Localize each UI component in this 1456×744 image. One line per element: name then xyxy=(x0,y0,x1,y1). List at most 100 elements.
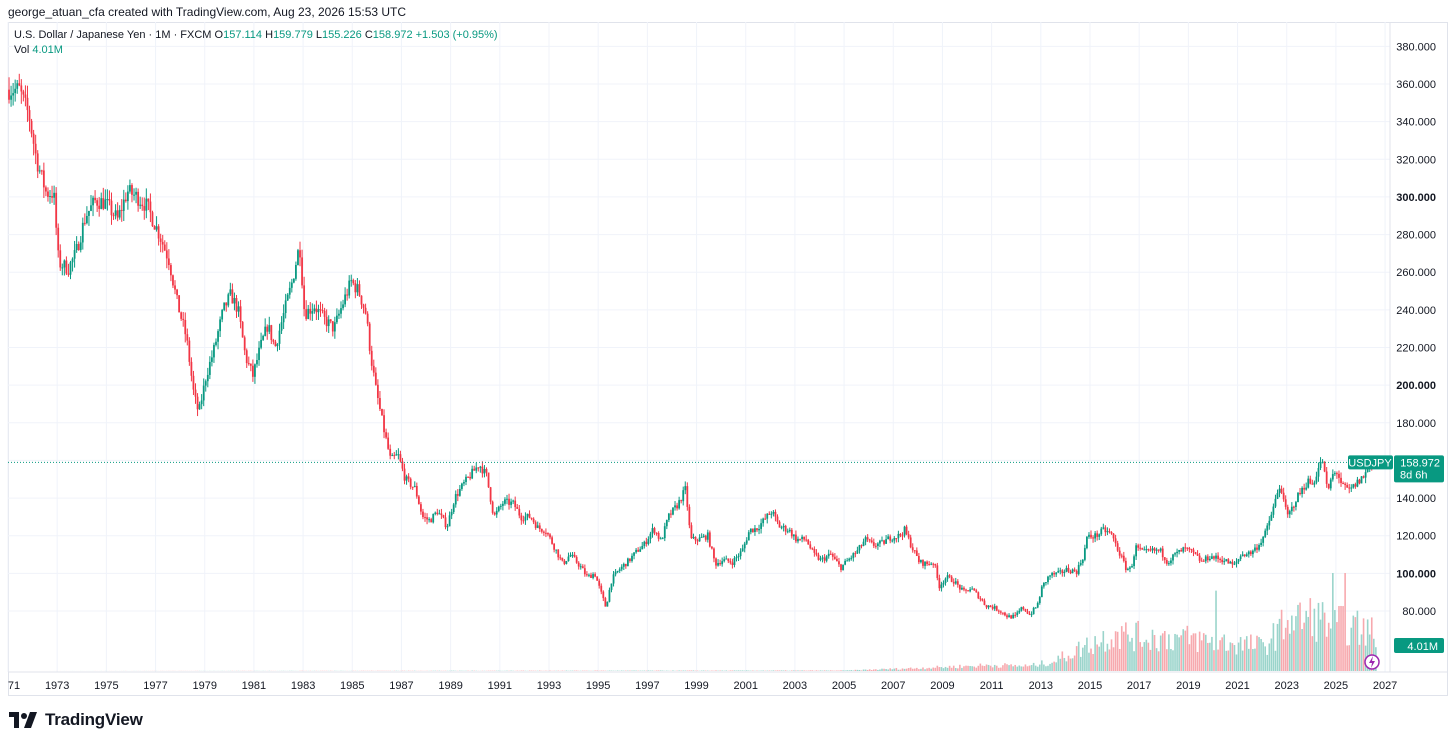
candle-body xyxy=(190,361,193,376)
candle-body xyxy=(829,553,832,555)
volume-bar xyxy=(1018,665,1021,671)
candle-body xyxy=(1096,533,1099,537)
volume-bar xyxy=(889,668,891,671)
volume-bar xyxy=(1317,602,1320,671)
candle-body xyxy=(807,539,810,545)
candle-body xyxy=(1122,555,1125,561)
volume-bar xyxy=(745,670,748,671)
candle-body xyxy=(1145,549,1148,551)
volume-bar xyxy=(1239,637,1242,671)
candle-body xyxy=(999,611,1002,613)
volume-bar xyxy=(870,670,873,671)
volume-bar xyxy=(987,664,990,671)
candle-body xyxy=(98,205,101,209)
volume-bar xyxy=(1063,657,1066,671)
candle-body xyxy=(251,365,254,377)
candle-body xyxy=(561,557,564,561)
candle-body xyxy=(590,574,592,578)
volume-bar xyxy=(936,665,939,671)
candle-body xyxy=(715,558,717,566)
volume-bar xyxy=(895,667,898,671)
volume-bar xyxy=(1303,622,1305,671)
candle-body xyxy=(567,556,570,562)
volume-bar xyxy=(1215,590,1217,671)
candle-body xyxy=(663,526,666,539)
candle-body xyxy=(749,528,752,533)
candle-body xyxy=(256,360,258,365)
volume-bar xyxy=(897,669,900,671)
candle-body xyxy=(815,552,818,555)
volume-bar xyxy=(1223,634,1226,671)
volume-bar xyxy=(1024,664,1027,671)
candle-body xyxy=(881,540,883,542)
candle-body xyxy=(883,540,885,544)
candle-body xyxy=(51,196,53,198)
volume-bar xyxy=(1325,636,1328,671)
price-tick-label: 320.000 xyxy=(1396,154,1436,166)
candle-body xyxy=(1327,483,1330,489)
candle-body xyxy=(180,312,183,319)
candle-body xyxy=(221,309,224,320)
candle-body xyxy=(688,506,691,526)
volume-bar xyxy=(1139,642,1141,671)
volume-bar xyxy=(934,667,937,671)
candle-body xyxy=(569,554,572,557)
candle-body xyxy=(112,215,115,217)
volume-bar xyxy=(1051,662,1053,671)
candle-body xyxy=(1133,556,1135,567)
candle-body xyxy=(219,319,221,332)
volume-bar xyxy=(854,669,857,671)
candle-body xyxy=(450,511,453,516)
volume-bar xyxy=(1338,606,1340,671)
volume-bars xyxy=(10,573,1377,671)
volume-bar xyxy=(995,665,998,671)
tradingview-logo[interactable]: TradingView xyxy=(9,710,143,730)
volume-bar xyxy=(1286,620,1289,671)
volume-bar xyxy=(795,670,797,671)
chart-frame[interactable] xyxy=(8,22,1448,696)
candle-body xyxy=(932,563,935,565)
volume-bar xyxy=(1350,627,1353,671)
tradingview-logo-text: TradingView xyxy=(45,710,143,729)
volume-bar xyxy=(1235,654,1238,671)
volume-bar xyxy=(692,670,695,671)
lightning-icon[interactable] xyxy=(1364,654,1380,670)
candle-body xyxy=(26,97,29,111)
candle-body xyxy=(114,210,117,216)
candle-body xyxy=(391,455,394,457)
time-tick-label: 1975 xyxy=(94,680,118,692)
volume-bar xyxy=(815,670,818,671)
candle-body xyxy=(1223,561,1226,563)
volume-bar xyxy=(1178,637,1180,671)
volume-bar xyxy=(1170,649,1172,671)
candle-body xyxy=(1155,549,1158,551)
candle-body xyxy=(415,485,418,497)
volume-bar xyxy=(946,667,949,671)
volume-bar xyxy=(725,670,728,671)
volume-bar xyxy=(907,668,910,671)
candle-body xyxy=(1192,549,1195,553)
candle-body xyxy=(297,250,299,265)
candle-body xyxy=(481,466,484,474)
candle-body xyxy=(264,326,267,336)
candle-body xyxy=(88,210,90,216)
candle-body xyxy=(1030,614,1033,616)
candle-body xyxy=(946,575,949,579)
candle-body xyxy=(817,554,820,560)
candle-body xyxy=(206,374,209,382)
volume-bar xyxy=(957,668,959,671)
candle-body xyxy=(1262,536,1265,543)
candle-body xyxy=(122,199,125,211)
volume-bar xyxy=(1137,620,1139,671)
candle-body xyxy=(811,548,814,550)
candle-body xyxy=(143,206,146,211)
candle-body xyxy=(887,536,890,540)
candle-body xyxy=(85,215,88,224)
volume-bar xyxy=(1133,651,1135,671)
candle-body xyxy=(463,481,465,484)
candle-body xyxy=(559,557,562,559)
candle-body xyxy=(1227,559,1230,564)
candle-body xyxy=(1135,545,1138,557)
candle-body xyxy=(831,553,834,557)
